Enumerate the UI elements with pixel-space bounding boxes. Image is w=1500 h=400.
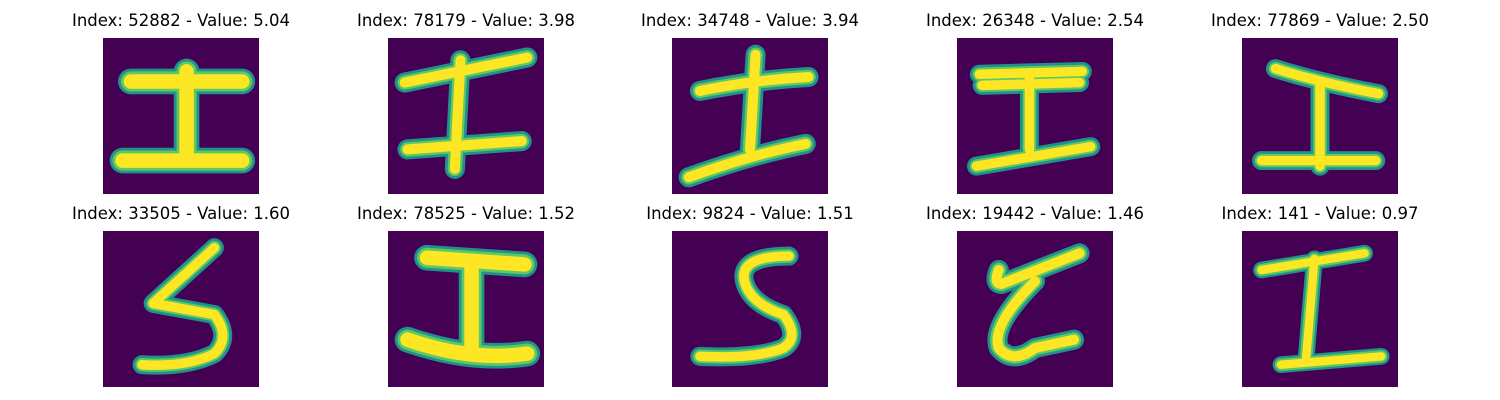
panel: Index: 34748 - Value: 3.94: [620, 10, 880, 196]
panel: Index: 9824 - Value: 1.51: [620, 203, 880, 389]
panel-title: Index: 78179 - Value: 3.98: [356, 11, 575, 30]
digit-image: [957, 38, 1113, 194]
digit-image: [103, 231, 259, 387]
digit-image: [672, 231, 828, 387]
digit-image: [1242, 231, 1398, 387]
panel-title: Index: 141 - Value: 0.97: [1221, 204, 1419, 223]
digit-image: [1242, 38, 1398, 194]
digit-image: [672, 38, 828, 194]
panel: Index: 19442 - Value: 1.46: [905, 203, 1165, 389]
panel-title: Index: 77869 - Value: 2.50: [1210, 11, 1429, 30]
panel-title: Index: 33505 - Value: 1.60: [71, 204, 290, 223]
panel: Index: 78525 - Value: 1.52: [336, 203, 596, 389]
image-background: [957, 231, 1113, 387]
digit-image: [388, 231, 544, 387]
digit-image: [388, 38, 544, 194]
glyph-stroke: [967, 61, 1101, 176]
panel-title: Index: 26348 - Value: 2.54: [925, 11, 1144, 30]
panel-title: Index: 34748 - Value: 3.94: [640, 11, 859, 30]
glyph-stroke: [1252, 59, 1388, 176]
panel: Index: 141 - Value: 0.97: [1190, 203, 1450, 389]
panel-title: Index: 9824 - Value: 1.51: [646, 204, 854, 223]
digit-image: [103, 38, 259, 194]
panel: Index: 52882 - Value: 5.04: [51, 10, 311, 196]
glyph-stroke: [1253, 244, 1390, 374]
glyph-stroke: [109, 58, 256, 174]
panel: Index: 26348 - Value: 2.54: [905, 10, 1165, 196]
glyph-stroke: [394, 47, 538, 179]
panel-title: Index: 19442 - Value: 1.46: [925, 204, 1144, 223]
panel: Index: 33505 - Value: 1.60: [51, 203, 311, 389]
digit-image: [957, 231, 1113, 387]
glyph-stroke: [986, 243, 1090, 367]
panel: Index: 78179 - Value: 3.98: [336, 10, 596, 196]
glyph-stroke: [132, 238, 233, 375]
glyph-stroke: [394, 244, 541, 369]
panel-title: Index: 52882 - Value: 5.04: [71, 11, 290, 30]
panel: Index: 77869 - Value: 2.50: [1190, 10, 1450, 196]
glyph-stroke: [678, 44, 819, 188]
panel-title: Index: 78525 - Value: 1.52: [356, 204, 575, 223]
glyph-stroke: [690, 246, 802, 367]
